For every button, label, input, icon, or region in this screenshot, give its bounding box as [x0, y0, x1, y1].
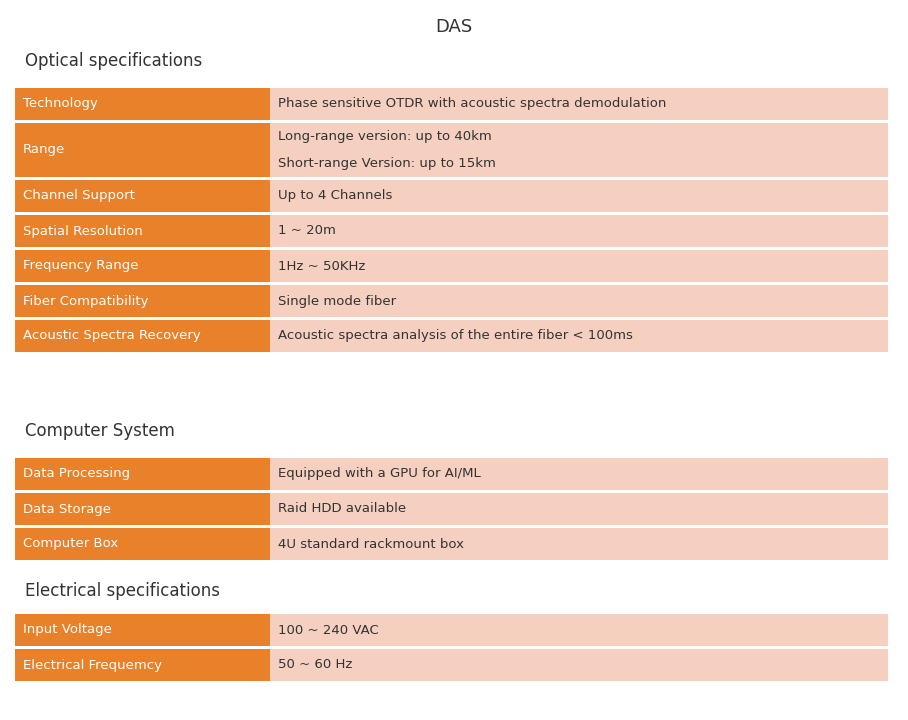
Text: 4U standard rackmount box: 4U standard rackmount box [278, 538, 464, 551]
Bar [15, 458, 270, 490]
Text: Equipped with a GPU for AI/ML: Equipped with a GPU for AI/ML [278, 467, 480, 480]
Text: Phase sensitive OTDR with acoustic spectra demodulation: Phase sensitive OTDR with acoustic spect… [278, 97, 666, 110]
Bar [270, 250, 888, 282]
Bar [270, 458, 888, 490]
Bar [15, 614, 270, 646]
Bar [270, 649, 888, 681]
Bar [270, 320, 888, 352]
Bar [270, 614, 888, 646]
Text: Computer System: Computer System [25, 422, 175, 440]
Bar [15, 180, 270, 212]
Bar [270, 123, 888, 177]
Text: Optical specifications: Optical specifications [25, 52, 202, 70]
Bar [270, 493, 888, 525]
Text: Acoustic spectra analysis of the entire fiber < 100ms: Acoustic spectra analysis of the entire … [278, 330, 633, 343]
Text: 1Hz ~ 50KHz: 1Hz ~ 50KHz [278, 259, 365, 272]
Text: Technology: Technology [23, 97, 98, 110]
Bar [15, 528, 270, 560]
Bar [15, 493, 270, 525]
Text: Spatial Resolution: Spatial Resolution [23, 225, 143, 238]
Bar [270, 285, 888, 317]
Bar [15, 88, 270, 120]
Bar [270, 88, 888, 120]
Text: Single mode fiber: Single mode fiber [278, 294, 396, 307]
Text: Long-range version: up to 40km: Long-range version: up to 40km [278, 130, 492, 143]
Bar [15, 649, 270, 681]
Text: Acoustic Spectra Recovery: Acoustic Spectra Recovery [23, 330, 201, 343]
Bar [15, 215, 270, 247]
Bar [15, 285, 270, 317]
Bar [15, 250, 270, 282]
Bar [15, 123, 270, 177]
Text: 100 ~ 240 VAC: 100 ~ 240 VAC [278, 624, 379, 636]
Bar [270, 180, 888, 212]
Text: Up to 4 Channels: Up to 4 Channels [278, 189, 392, 202]
Text: Electrical Frequemcy: Electrical Frequemcy [23, 659, 162, 672]
Text: Input Voltage: Input Voltage [23, 624, 112, 636]
Bar [270, 528, 888, 560]
Text: Electrical specifications: Electrical specifications [25, 582, 220, 600]
Text: 1 ~ 20m: 1 ~ 20m [278, 225, 336, 238]
Text: 50 ~ 60 Hz: 50 ~ 60 Hz [278, 659, 352, 672]
Text: Fiber Compatibility: Fiber Compatibility [23, 294, 149, 307]
Text: Data Storage: Data Storage [23, 503, 111, 516]
Text: Channel Support: Channel Support [23, 189, 135, 202]
Text: DAS: DAS [435, 18, 473, 36]
Text: Raid HDD available: Raid HDD available [278, 503, 406, 516]
Text: Frequency Range: Frequency Range [23, 259, 139, 272]
Text: Short-range Version: up to 15km: Short-range Version: up to 15km [278, 157, 496, 170]
Text: Range: Range [23, 143, 65, 156]
Bar [270, 215, 888, 247]
Text: Computer Box: Computer Box [23, 538, 118, 551]
Bar [15, 320, 270, 352]
Text: Data Processing: Data Processing [23, 467, 130, 480]
